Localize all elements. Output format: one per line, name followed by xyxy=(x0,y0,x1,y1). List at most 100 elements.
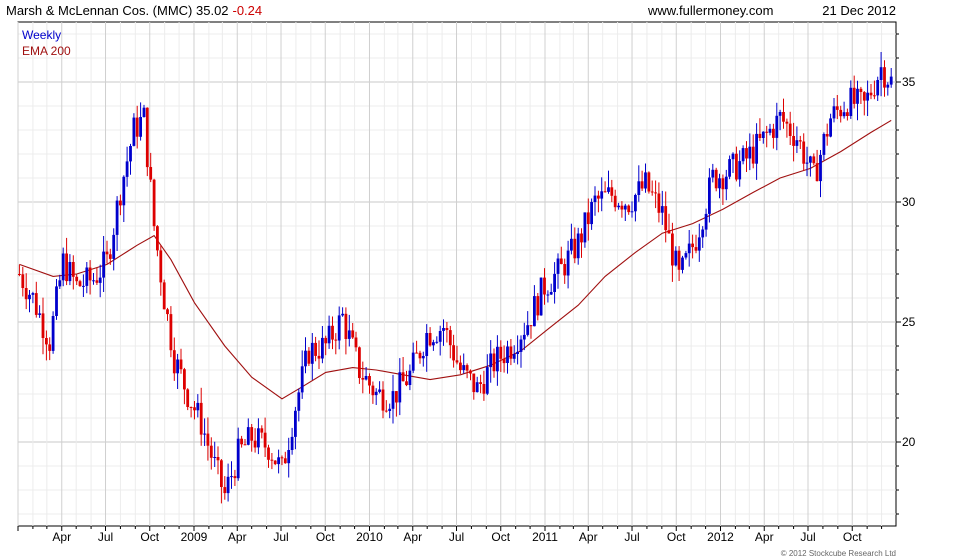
chart-date: 21 Dec 2012 xyxy=(822,3,896,18)
weekly-bar-body xyxy=(506,346,509,363)
weekly-bar-body xyxy=(674,250,678,266)
weekly-bar-body xyxy=(866,92,869,101)
source-url[interactable]: www.fullermoney.com xyxy=(647,3,773,18)
weekly-bar-body xyxy=(583,212,587,243)
weekly-bar-body xyxy=(445,328,449,330)
weekly-bar-body xyxy=(859,88,863,92)
weekly-bar-body xyxy=(233,476,237,479)
weekly-bar-body xyxy=(694,247,698,251)
weekly-bar-body xyxy=(260,428,264,433)
weekly-bar-body xyxy=(475,382,479,393)
grid-lines xyxy=(17,22,896,526)
weekly-bar-body xyxy=(277,457,280,465)
weekly-bar-body xyxy=(822,134,826,155)
weekly-bar-body xyxy=(216,457,220,461)
weekly-bar-body xyxy=(586,212,590,225)
weekly-bar-body xyxy=(199,402,203,435)
weekly-bar-body xyxy=(681,257,684,270)
weekly-bar-body xyxy=(381,389,385,411)
x-tick-label: Jul xyxy=(800,530,815,544)
weekly-bar-body xyxy=(142,107,146,117)
weekly-bar-body xyxy=(543,277,546,295)
weekly-bar-body xyxy=(526,325,530,335)
weekly-bar-body xyxy=(772,128,775,138)
weekly-bar-body xyxy=(71,262,75,277)
x-tick-label: 2011 xyxy=(532,530,558,544)
weekly-bar-body xyxy=(395,391,398,403)
weekly-bar-body xyxy=(290,436,294,450)
weekly-bar-body xyxy=(889,76,893,85)
weekly-bar-body xyxy=(55,286,58,316)
weekly-bar-body xyxy=(58,280,62,287)
weekly-bar-body xyxy=(18,274,21,275)
weekly-bar-body xyxy=(378,389,381,392)
weekly-bar-body xyxy=(667,230,671,234)
weekly-bar-body xyxy=(307,350,311,364)
copyright-note: © 2012 Stockcube Research Ltd xyxy=(781,549,896,558)
weekly-bar-body xyxy=(294,410,297,437)
weekly-bar-body xyxy=(533,296,536,327)
x-tick-label: Apr xyxy=(228,530,247,544)
weekly-bar-body xyxy=(634,195,637,212)
weekly-bar-body xyxy=(223,487,227,494)
weekly-bar-body xyxy=(337,315,341,341)
weekly-bar-body xyxy=(51,316,55,351)
weekly-bar-body xyxy=(671,233,674,266)
weekly-bar-body xyxy=(761,131,765,138)
weekly-bar-body xyxy=(34,293,38,315)
weekly-bar-body xyxy=(374,391,378,396)
weekly-bar-body xyxy=(650,191,654,193)
weekly-bar-body xyxy=(825,134,829,137)
weekly-bar-body xyxy=(38,313,41,315)
weekly-bar-body xyxy=(263,432,267,448)
weekly-bar-body xyxy=(593,195,597,202)
weekly-bar-body xyxy=(559,258,563,264)
x-tick-label: Oct xyxy=(667,530,686,544)
weekly-bar-body xyxy=(159,250,163,283)
weekly-bar-body xyxy=(135,117,139,137)
weekly-bar-body xyxy=(257,428,260,448)
weekly-bar-body xyxy=(48,344,52,351)
weekly-bar-body xyxy=(283,458,287,464)
weekly-bar-body xyxy=(869,92,873,96)
weekly-bar-body xyxy=(102,251,105,278)
weekly-bar-body xyxy=(522,334,526,340)
weekly-bar-body xyxy=(368,376,371,386)
x-tick-label: Jul xyxy=(449,530,464,544)
weekly-bar-body xyxy=(125,161,129,177)
weekly-bar-body xyxy=(280,457,284,459)
weekly-bar-body xyxy=(603,191,607,193)
weekly-bar-body xyxy=(512,354,516,359)
weekly-bar-body xyxy=(856,88,859,104)
weekly-bar-body xyxy=(879,67,883,80)
weekly-bar-body xyxy=(98,277,102,283)
weekly-bar-body xyxy=(782,112,785,122)
x-axis: Apr Jul Oct 2009 Apr Jul Oct 2010 Apr Jul Oct 2011 A… xyxy=(17,526,883,544)
weekly-bar-body xyxy=(327,325,331,344)
weekly-bar-body xyxy=(246,427,250,445)
weekly-bar-body xyxy=(28,294,31,300)
weekly-bar-body xyxy=(701,229,705,238)
weekly-bar-body xyxy=(411,352,415,371)
weekly-bar-body xyxy=(731,153,735,160)
weekly-bar-body xyxy=(304,350,307,367)
x-tick-label: 2012 xyxy=(707,530,734,544)
weekly-bar-body xyxy=(85,267,89,286)
weekly-bar-body xyxy=(230,476,233,478)
weekly-bar-body xyxy=(82,285,85,287)
weekly-bar-body xyxy=(364,376,368,380)
weekly-bar-body xyxy=(711,169,715,178)
weekly-bar-body xyxy=(145,107,149,168)
weekly-bar-body xyxy=(812,156,816,164)
weekly-bar-body xyxy=(78,281,82,287)
weekly-bar-body xyxy=(162,282,166,310)
weekly-bar-body xyxy=(149,167,153,180)
ema-200-line xyxy=(19,119,892,400)
weekly-bar-body xyxy=(75,276,79,282)
weekly-bar-body xyxy=(273,460,277,465)
weekly-bar-body xyxy=(189,407,193,408)
weekly-bar-body xyxy=(65,253,68,282)
weekly-bar-body xyxy=(95,280,99,283)
weekly-bar-body xyxy=(835,106,839,110)
weekly-bar-body xyxy=(287,450,291,464)
